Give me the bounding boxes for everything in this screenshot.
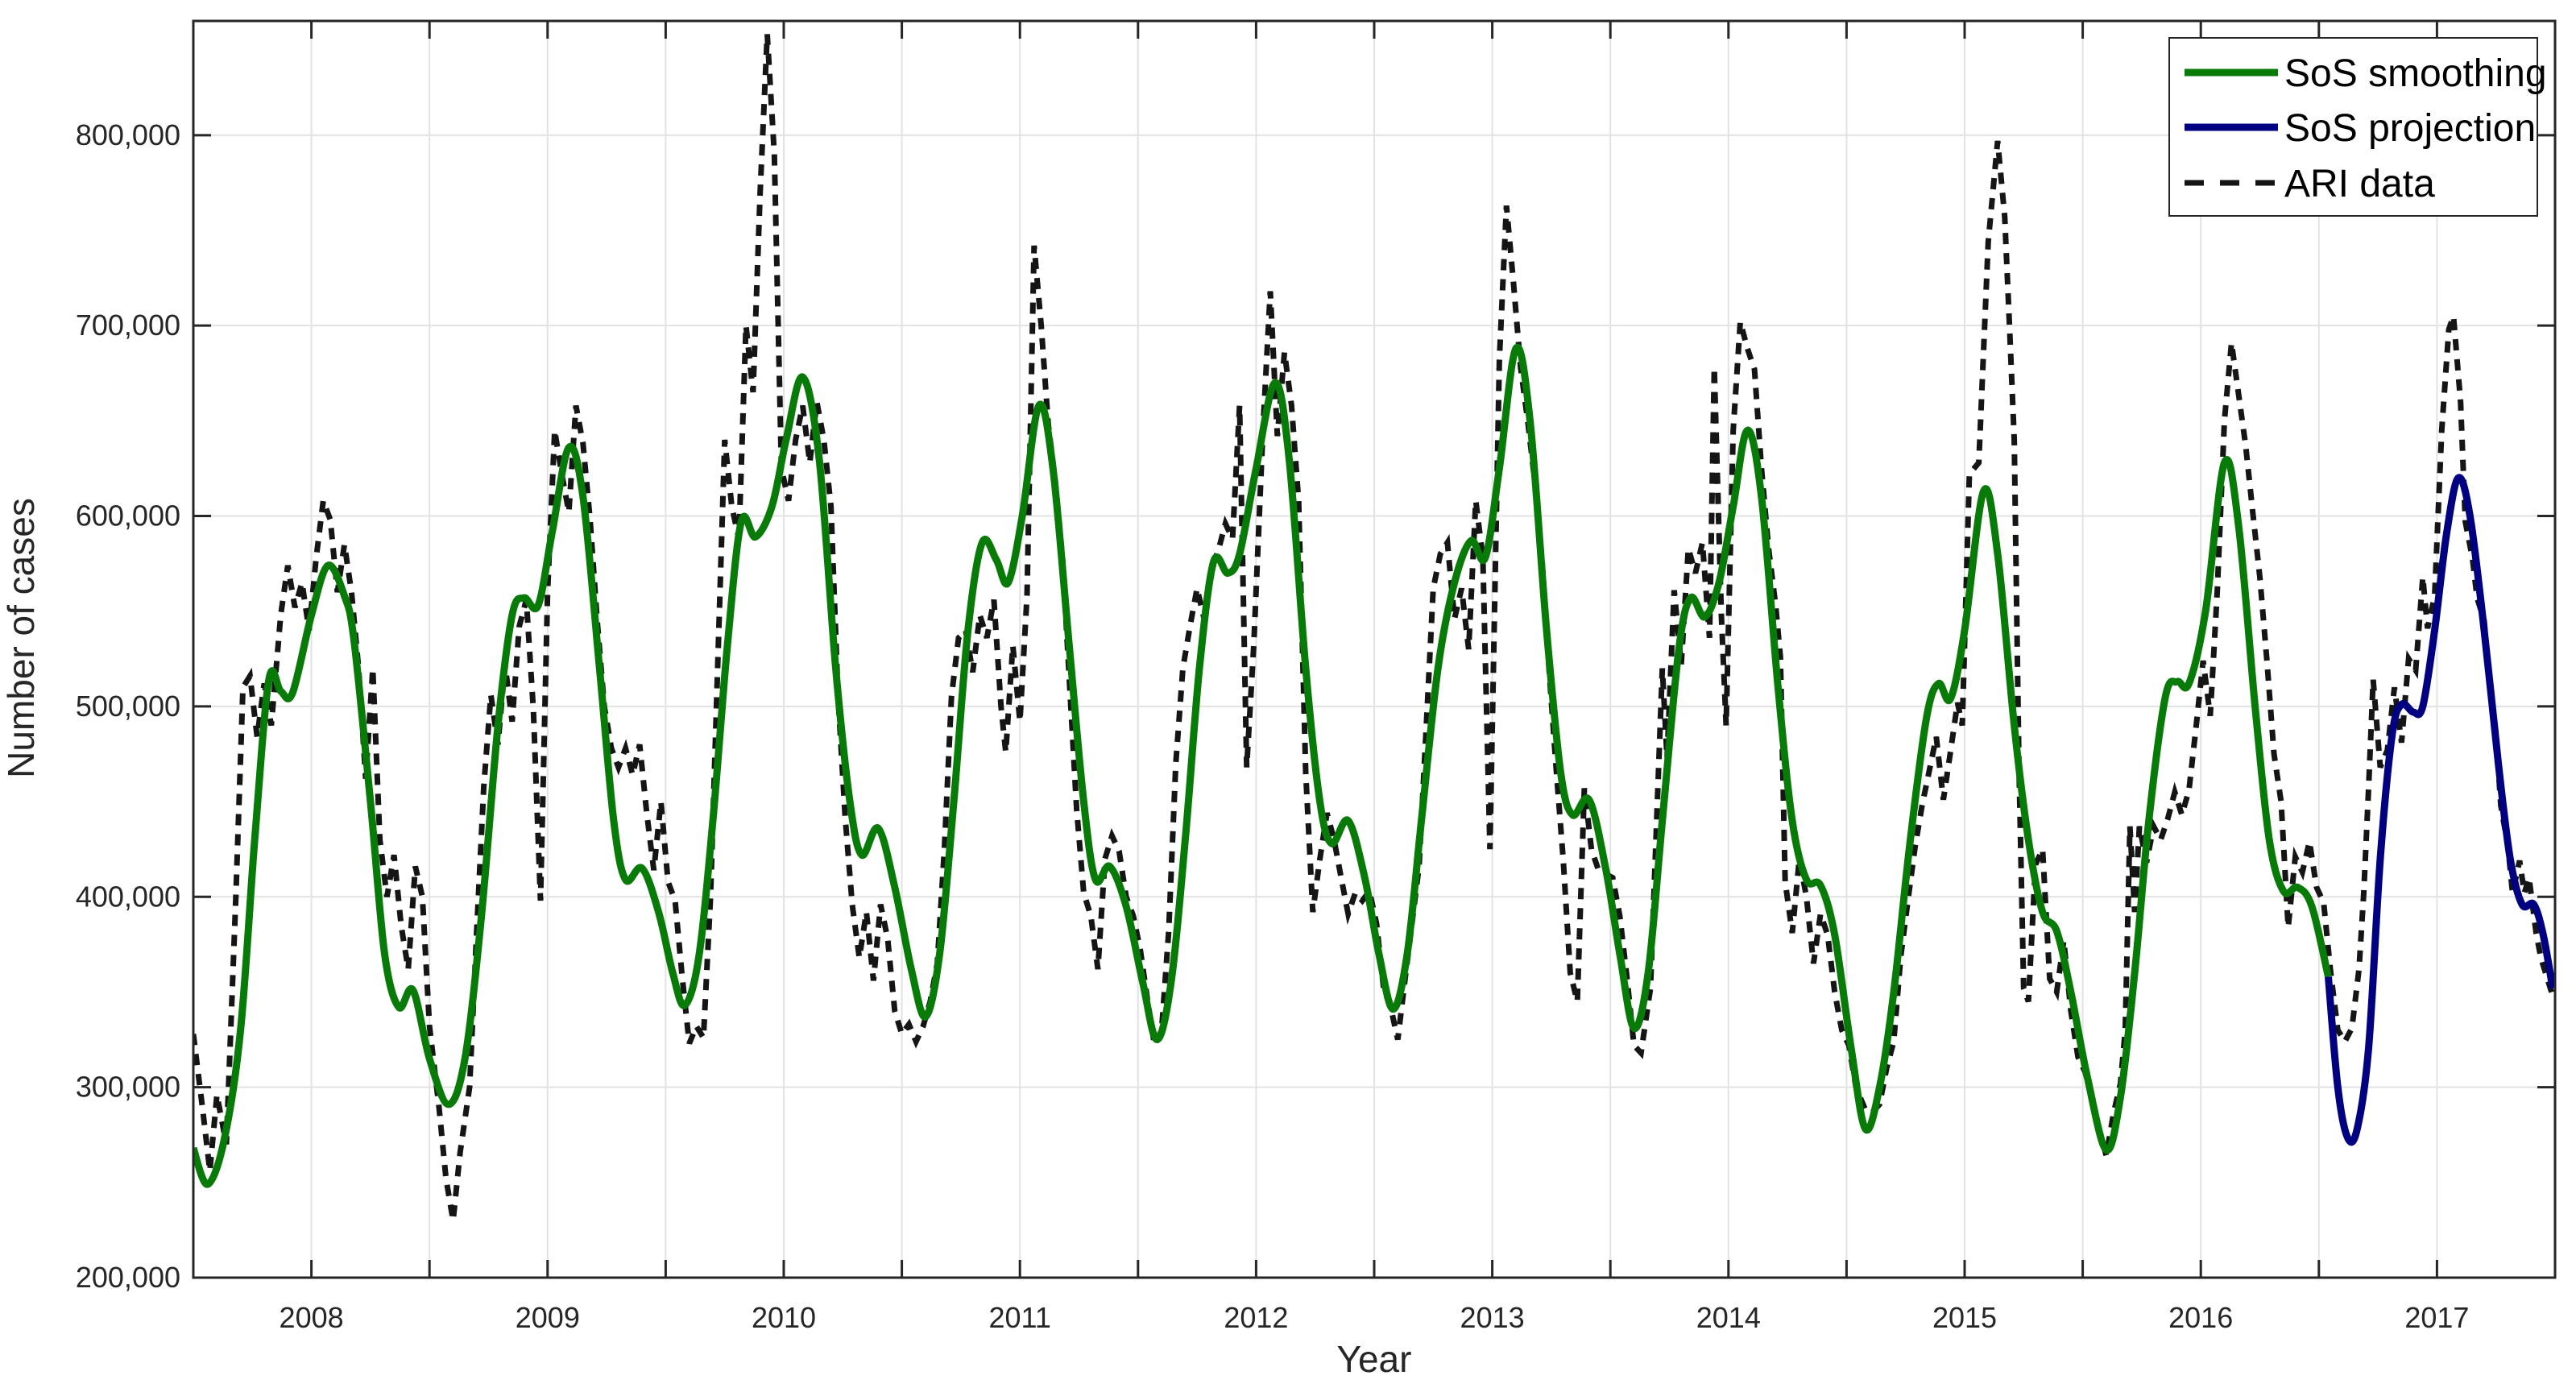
x-tick-labels: 2008 2009 2010 2011 2012 2013 2014 2015 2016 2017 [280,1301,2470,1334]
x-tick-label: 2008 [280,1301,344,1334]
plot-border [192,19,2557,1279]
y-tick-label: 500,000 [76,690,180,723]
y-tick-label: 800,000 [76,118,180,151]
legend-entry-sos-smoothing: SoS smoothing [2185,52,2547,95]
x-tick-label: 2010 [752,1301,816,1334]
legend: SoS smoothing SoS projection ARI data [2168,37,2547,217]
legend-label-projection: SoS projection [2284,107,2536,150]
y-tick-label: 700,000 [76,309,180,342]
x-tick-label: 2015 [1932,1301,1997,1334]
sos-projection-series [2325,474,2555,1146]
legend-label-smoothing: SoS smoothing [2284,52,2547,95]
x-axis-label: Year [1337,1338,1412,1380]
x-tick-label: 2017 [2404,1301,2469,1334]
y-axis-label: Number of cases [0,498,42,778]
y-tick-label: 300,000 [76,1071,180,1104]
x-tick-label: 2009 [516,1301,580,1334]
sos-smoothing-series [193,343,2332,1188]
legend-entry-sos-projection: SoS projection [2185,107,2536,150]
x-tick-label: 2012 [1224,1301,1288,1334]
y-tick-label: 200,000 [76,1261,180,1294]
legend-entry-ari-data: ARI data [2185,163,2435,205]
legend-label-ari: ARI data [2284,163,2435,205]
y-tick-labels: 200,000 300,000 400,000 500,000 600,000 700,0… [76,118,180,1294]
x-tick-label: 2011 [988,1301,1050,1334]
y-tick-label: 400,000 [76,880,180,913]
x-tick-label: 2016 [2168,1301,2233,1334]
x-tick-label: 2014 [1696,1301,1761,1334]
x-tick-label: 2013 [1460,1301,1525,1334]
y-tick-label: 600,000 [76,499,180,532]
